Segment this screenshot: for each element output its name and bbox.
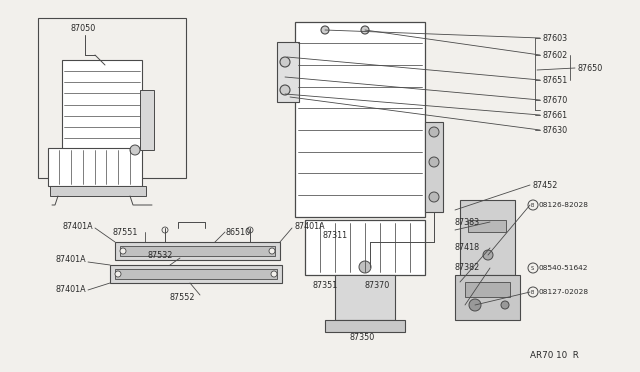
Bar xyxy=(465,282,510,297)
Circle shape xyxy=(528,263,538,273)
Bar xyxy=(62,60,142,150)
Text: 86510: 86510 xyxy=(226,228,251,237)
Text: 87311: 87311 xyxy=(323,231,348,240)
Circle shape xyxy=(280,85,290,95)
Bar xyxy=(115,242,280,260)
Text: 87532: 87532 xyxy=(148,251,173,260)
Text: 87551: 87551 xyxy=(112,228,138,237)
Text: 87661: 87661 xyxy=(543,110,568,119)
Bar xyxy=(325,320,405,332)
Circle shape xyxy=(429,127,439,137)
Bar xyxy=(48,148,142,186)
Text: 08127-02028: 08127-02028 xyxy=(539,289,589,295)
Bar xyxy=(455,275,520,320)
Circle shape xyxy=(361,26,369,34)
Text: 87651: 87651 xyxy=(543,76,568,84)
Circle shape xyxy=(528,287,538,297)
Text: 87050: 87050 xyxy=(70,23,95,32)
Circle shape xyxy=(280,57,290,67)
Text: 87401A: 87401A xyxy=(62,221,93,231)
Text: 87382: 87382 xyxy=(455,263,480,273)
Text: B: B xyxy=(531,289,534,295)
Circle shape xyxy=(115,271,121,277)
Bar xyxy=(335,275,395,320)
Bar xyxy=(38,18,186,178)
Text: 87401A: 87401A xyxy=(295,221,326,231)
Text: 87670: 87670 xyxy=(543,96,568,105)
Bar xyxy=(305,220,425,275)
Circle shape xyxy=(162,227,168,233)
Bar xyxy=(120,246,275,256)
Text: 87370: 87370 xyxy=(365,280,390,289)
Text: 87603: 87603 xyxy=(543,33,568,42)
Text: 87602: 87602 xyxy=(543,51,568,60)
Text: 08540-51642: 08540-51642 xyxy=(539,265,589,271)
Text: 87630: 87630 xyxy=(543,125,568,135)
Circle shape xyxy=(321,26,329,34)
Text: 87401A: 87401A xyxy=(55,256,86,264)
Text: 87452: 87452 xyxy=(533,180,558,189)
Text: S: S xyxy=(531,266,534,270)
Text: 87418: 87418 xyxy=(455,244,480,253)
Text: AR70 10  R: AR70 10 R xyxy=(530,350,579,359)
Circle shape xyxy=(483,250,493,260)
Circle shape xyxy=(247,227,253,233)
Circle shape xyxy=(429,157,439,167)
Bar xyxy=(277,42,299,102)
Bar xyxy=(295,22,425,217)
Circle shape xyxy=(130,145,140,155)
Circle shape xyxy=(269,248,275,254)
Text: 87552: 87552 xyxy=(170,294,195,302)
Bar xyxy=(468,220,506,232)
Text: 87650: 87650 xyxy=(578,64,604,73)
Bar xyxy=(50,186,146,196)
Circle shape xyxy=(359,261,371,273)
Circle shape xyxy=(271,271,277,277)
Bar xyxy=(115,269,277,279)
Text: 87383: 87383 xyxy=(455,218,480,227)
Bar xyxy=(425,122,443,212)
Text: 87350: 87350 xyxy=(350,334,375,343)
Bar xyxy=(140,90,154,150)
Text: B: B xyxy=(531,202,534,208)
Circle shape xyxy=(120,248,126,254)
Circle shape xyxy=(429,192,439,202)
Bar xyxy=(110,265,282,283)
Circle shape xyxy=(469,299,481,311)
Text: 87401A: 87401A xyxy=(55,285,86,295)
Text: 87351: 87351 xyxy=(313,280,339,289)
Bar xyxy=(460,200,515,275)
Circle shape xyxy=(501,301,509,309)
Circle shape xyxy=(528,200,538,210)
Text: 08126-82028: 08126-82028 xyxy=(539,202,589,208)
